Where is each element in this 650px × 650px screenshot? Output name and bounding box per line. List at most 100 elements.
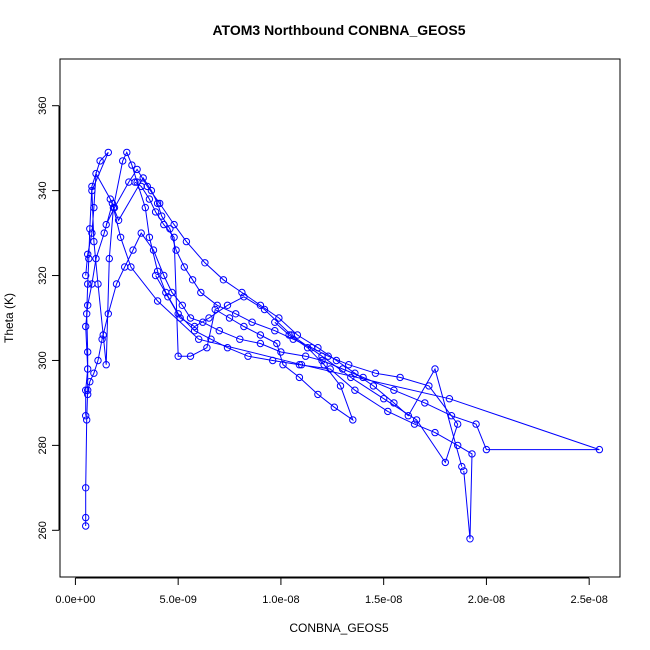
data-point xyxy=(123,148,131,157)
data-point xyxy=(190,322,199,331)
data-point xyxy=(349,416,357,424)
data-point xyxy=(82,386,90,394)
data-point xyxy=(277,348,285,356)
data-point xyxy=(88,229,96,237)
data-point xyxy=(141,203,150,212)
data-point xyxy=(174,310,182,318)
series-line xyxy=(85,171,459,464)
data-point xyxy=(151,271,160,280)
data-point xyxy=(195,335,203,343)
data-point xyxy=(106,195,115,203)
data-point xyxy=(314,390,322,399)
data-point xyxy=(223,301,232,309)
data-point xyxy=(295,373,304,382)
data-point xyxy=(421,399,429,407)
data-point xyxy=(83,416,91,424)
x-tick-label: 2.5e-08 xyxy=(571,594,608,606)
data-point xyxy=(145,233,154,242)
data-point xyxy=(441,458,449,467)
data-point xyxy=(137,229,145,237)
data-point xyxy=(96,157,104,165)
x-tick-label: 5.0e-09 xyxy=(160,594,197,606)
data-point xyxy=(90,369,98,377)
y-axis-label: Theta (K) xyxy=(2,293,16,343)
data-point xyxy=(133,165,141,174)
data-point xyxy=(147,186,156,195)
data-point xyxy=(273,339,281,348)
data-point xyxy=(279,361,287,369)
data-point xyxy=(102,361,110,369)
data-point xyxy=(114,216,123,225)
data-point xyxy=(347,373,355,382)
data-point xyxy=(82,513,90,522)
data-point xyxy=(336,382,345,390)
data-point xyxy=(396,373,404,382)
data-point xyxy=(211,305,219,314)
data-point xyxy=(90,203,98,212)
data-point xyxy=(127,263,135,271)
data-point xyxy=(199,318,207,326)
y-tick-label: 260 xyxy=(37,521,49,539)
data-point xyxy=(190,327,199,335)
data-point xyxy=(301,352,310,360)
x-tick-label: 1.5e-08 xyxy=(365,594,402,606)
data-point xyxy=(351,386,359,394)
data-point xyxy=(454,420,462,428)
data-point xyxy=(320,361,328,369)
data-point xyxy=(92,254,100,263)
data-point xyxy=(197,288,205,297)
data-point xyxy=(82,412,90,420)
y-axis: 260 280 300 320 340 360 xyxy=(37,97,60,539)
data-point xyxy=(139,174,147,182)
data-point xyxy=(271,327,279,335)
data-point xyxy=(369,382,378,390)
data-point xyxy=(289,335,297,343)
data-point xyxy=(105,254,114,263)
data-point xyxy=(86,225,94,233)
data-point xyxy=(170,233,178,242)
data-point xyxy=(431,365,439,373)
data-point xyxy=(112,280,121,288)
series-layer xyxy=(82,148,604,543)
data-point xyxy=(223,344,232,352)
data-point xyxy=(595,445,604,454)
data-point xyxy=(82,484,90,492)
data-point xyxy=(238,288,246,297)
data-point xyxy=(186,314,195,322)
data-point xyxy=(248,318,256,326)
data-point xyxy=(137,182,145,191)
data-point xyxy=(293,331,302,339)
data-point xyxy=(186,352,195,360)
data-point xyxy=(100,229,108,237)
plot-frame xyxy=(59,58,621,578)
data-point xyxy=(371,369,380,377)
data-point xyxy=(149,246,158,254)
data-point xyxy=(472,420,480,428)
data-point xyxy=(174,352,182,360)
data-point xyxy=(180,263,189,271)
data-point xyxy=(219,276,228,284)
data-point xyxy=(458,462,466,471)
data-point xyxy=(431,428,439,437)
data-point xyxy=(482,445,491,454)
data-point xyxy=(454,441,462,450)
data-point xyxy=(314,344,322,352)
data-point xyxy=(84,365,92,373)
data-point xyxy=(82,271,90,280)
data-point xyxy=(466,535,474,543)
data-point xyxy=(215,327,224,335)
data-point xyxy=(94,356,102,365)
data-point xyxy=(240,322,248,331)
data-point xyxy=(129,246,137,254)
data-point xyxy=(84,348,92,356)
data-point xyxy=(390,386,398,394)
data-point xyxy=(205,314,213,322)
data-point xyxy=(116,233,125,242)
data-point xyxy=(390,399,398,407)
y-tick-label: 280 xyxy=(37,436,49,454)
data-point xyxy=(244,352,252,360)
data-point xyxy=(460,467,468,475)
data-point xyxy=(153,267,162,275)
data-point xyxy=(297,361,306,369)
